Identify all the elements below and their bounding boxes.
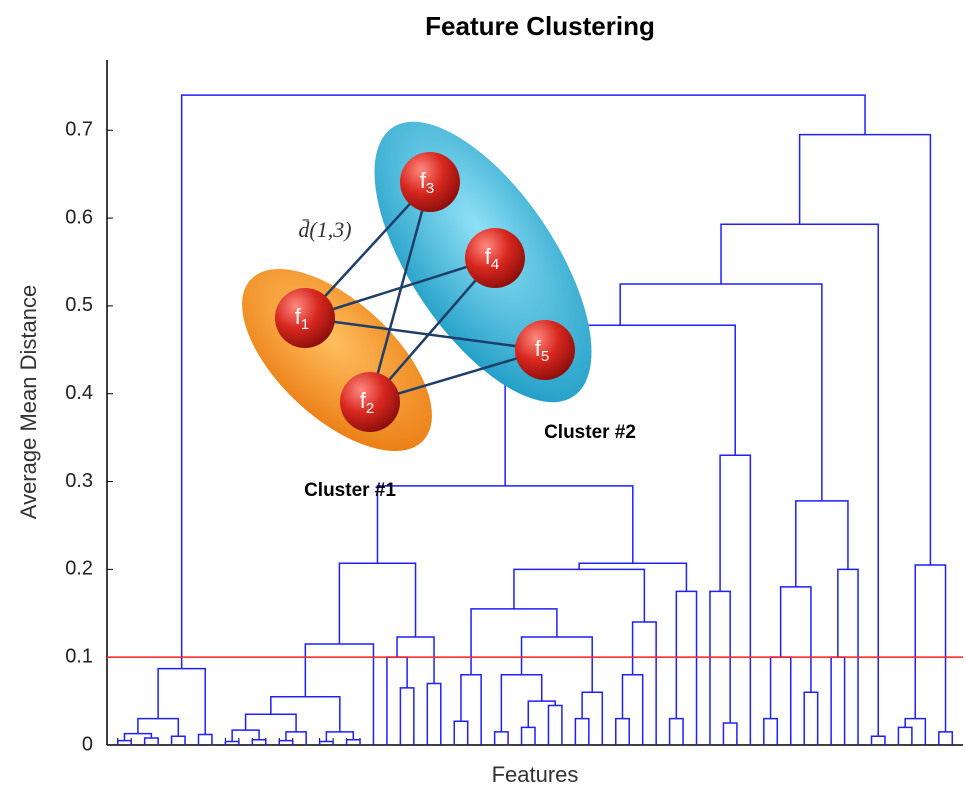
dendrogram-link xyxy=(286,732,306,745)
dendrogram-link xyxy=(145,738,158,745)
node-label-sub: 1 xyxy=(301,316,309,333)
dendrogram-link xyxy=(579,563,686,591)
y-tick-label: 0.2 xyxy=(65,558,93,580)
y-axis-label: Average Mean Distance xyxy=(16,285,41,519)
y-tick-label: 0.7 xyxy=(65,119,93,141)
dendrogram-link xyxy=(522,727,535,745)
dendrogram-link xyxy=(796,501,848,587)
dendrogram-link xyxy=(471,609,557,675)
dendrogram-link xyxy=(804,692,817,745)
dendrogram-link xyxy=(915,565,945,732)
dendrogram-link xyxy=(898,727,911,745)
dendrogram-link xyxy=(764,719,777,745)
dendrogram-link xyxy=(721,224,878,736)
dendrogram-link xyxy=(339,563,415,644)
dendrogram-link xyxy=(501,675,541,732)
dendrogram-link xyxy=(781,587,811,692)
chart: Feature Clustering Features Average Mean… xyxy=(0,0,966,793)
y-tick-label: 0.1 xyxy=(65,645,93,667)
dendrogram-link xyxy=(124,734,151,741)
dendrogram-link xyxy=(723,723,736,745)
node-label-sub: 4 xyxy=(491,256,499,273)
dendrogram-link xyxy=(246,714,296,732)
dendrogram-link xyxy=(427,684,440,745)
node-label-sub: 2 xyxy=(366,400,374,417)
dendrogram-link xyxy=(461,675,481,745)
dendrogram-link xyxy=(720,455,750,745)
dendrogram-link xyxy=(620,284,822,501)
dendrogram-link xyxy=(347,740,360,745)
dendrogram-link xyxy=(400,688,413,745)
dendrogram-link xyxy=(495,732,508,745)
dendrogram-link xyxy=(905,719,925,745)
plot-area: 0 0.1 0.2 0.3 0.4 0.5 0.6 0.7 xyxy=(65,60,963,755)
dendrogram-link xyxy=(172,736,185,745)
dendrogram-link xyxy=(252,740,265,745)
dendrogram-link xyxy=(939,732,952,745)
dendrogram-link xyxy=(397,637,434,684)
dendrogram-link xyxy=(158,669,205,735)
dendrogram-link xyxy=(377,486,632,563)
dendrogram-link xyxy=(514,569,644,622)
node-label-sub: 3 xyxy=(426,180,434,197)
dendrogram-link xyxy=(575,719,588,745)
dendrogram-link xyxy=(831,657,844,745)
dendrogram-link xyxy=(454,721,467,745)
y-tick-label: 0.5 xyxy=(65,294,93,316)
dendrogram-link xyxy=(771,657,791,745)
distance-label: d̄(1,3) xyxy=(298,217,351,242)
dendrogram-link xyxy=(710,591,730,745)
y-tick-label: 0.6 xyxy=(65,206,93,228)
dendrogram-link xyxy=(633,622,657,745)
dendrogram-link xyxy=(387,657,407,745)
y-tick-label: 0.4 xyxy=(65,382,93,404)
node-label-sub: 5 xyxy=(541,348,549,365)
dendrogram-link xyxy=(548,705,561,745)
dendrogram-link xyxy=(670,719,683,745)
chart-title: Feature Clustering xyxy=(425,11,655,41)
y-tick-label: 0 xyxy=(82,733,93,755)
page: {"chart_data": {"type": "dendrogram", "t… xyxy=(0,0,966,793)
dendrogram-link xyxy=(198,734,211,745)
x-axis-label: Features xyxy=(492,762,579,787)
dendrogram-link xyxy=(872,736,885,745)
cluster-label: Cluster #1 xyxy=(304,480,396,501)
cluster-label: Cluster #2 xyxy=(544,422,636,443)
dendrogram-link xyxy=(622,675,642,745)
dendrogram-link xyxy=(676,591,696,745)
dendrogram-link xyxy=(616,719,629,745)
y-tick-label: 0.3 xyxy=(65,470,93,492)
dendrogram-link xyxy=(522,637,593,692)
